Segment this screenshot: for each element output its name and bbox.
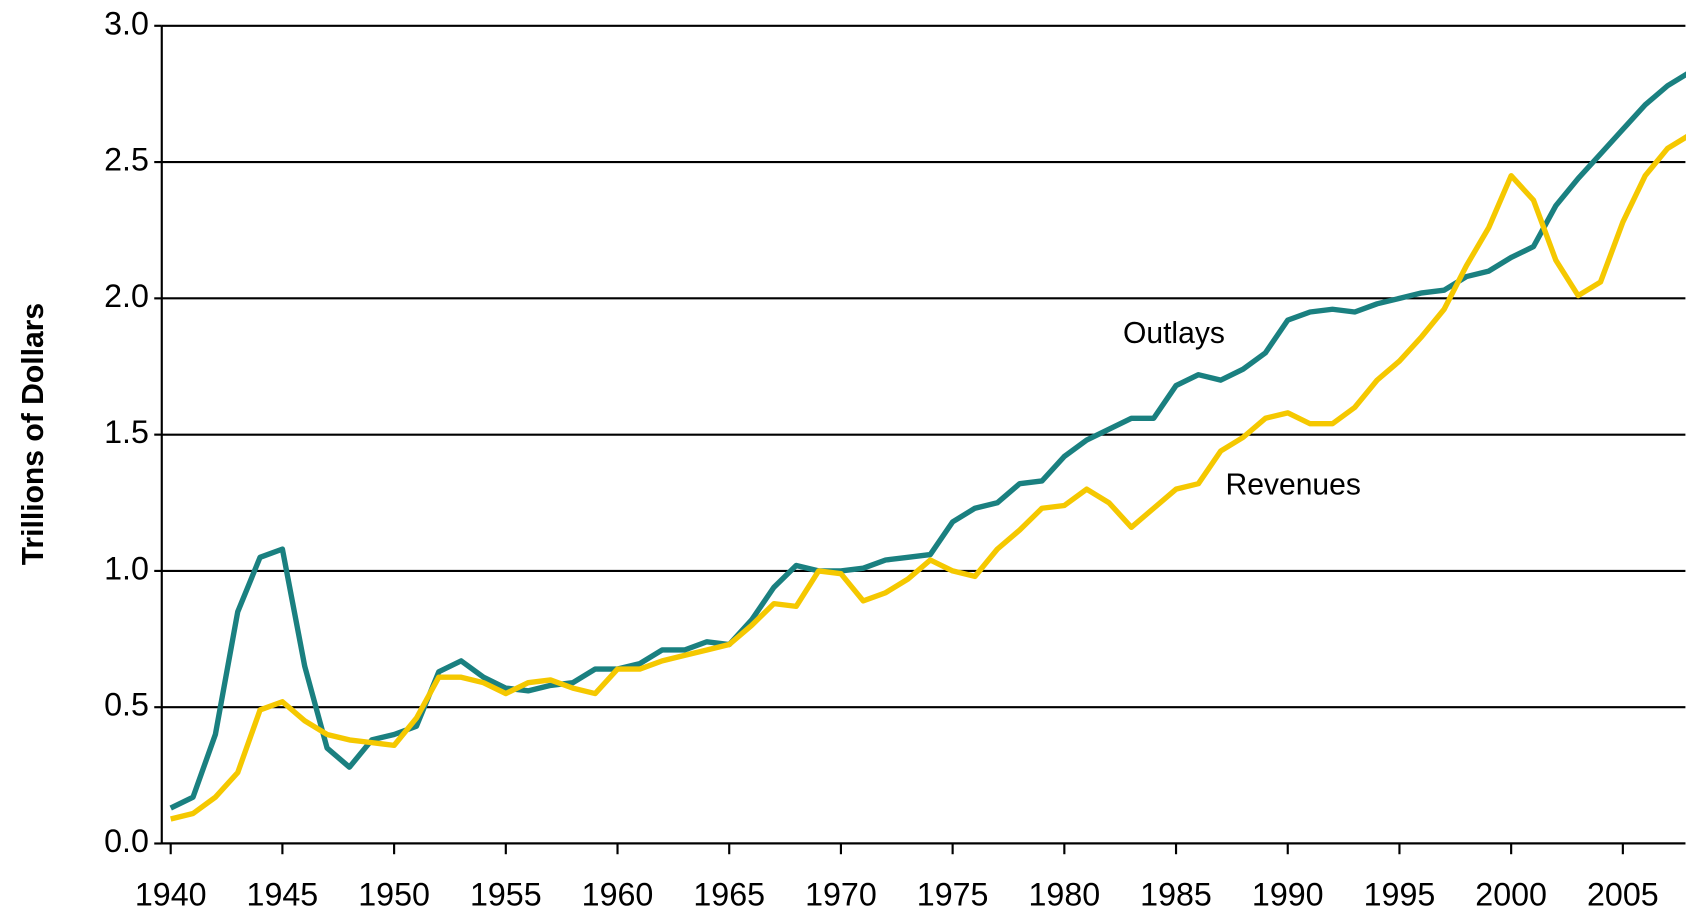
y-tick-label: 3.0 (104, 5, 149, 41)
series-line (169, 71, 1686, 811)
x-tick-label: 1950 (358, 877, 430, 913)
x-tick-label: 1960 (582, 877, 654, 913)
y-tick-label: 0.5 (104, 687, 149, 723)
series-label: Outlays (1123, 317, 1225, 350)
x-tick-label: 1940 (135, 877, 207, 913)
series-label: Revenues (1225, 469, 1360, 502)
y-tick-label: 2.5 (104, 142, 149, 178)
y-tick-label: 2.0 (104, 278, 149, 314)
x-tick-label: 1945 (247, 877, 319, 913)
x-tick-label: 2005 (1587, 877, 1659, 913)
x-tick-label: 1965 (693, 877, 765, 913)
x-tick-label: 1970 (805, 877, 877, 913)
y-tick-label: 0.0 (104, 823, 149, 859)
x-tick-label: 1990 (1252, 877, 1324, 913)
x-tick-label: 1985 (1140, 877, 1212, 913)
x-tick-label: 1995 (1364, 877, 1436, 913)
x-tick-label: 2000 (1475, 877, 1547, 913)
series-line (170, 134, 1686, 822)
x-tick-label: 1955 (470, 877, 542, 913)
y-tick-label: 1.5 (104, 414, 149, 450)
y-axis-label: Trillions of Dollars (17, 303, 50, 565)
x-tick-label: 1980 (1028, 877, 1100, 913)
x-tick-label: 1975 (917, 877, 989, 913)
y-tick-label: 1.0 (104, 550, 149, 586)
